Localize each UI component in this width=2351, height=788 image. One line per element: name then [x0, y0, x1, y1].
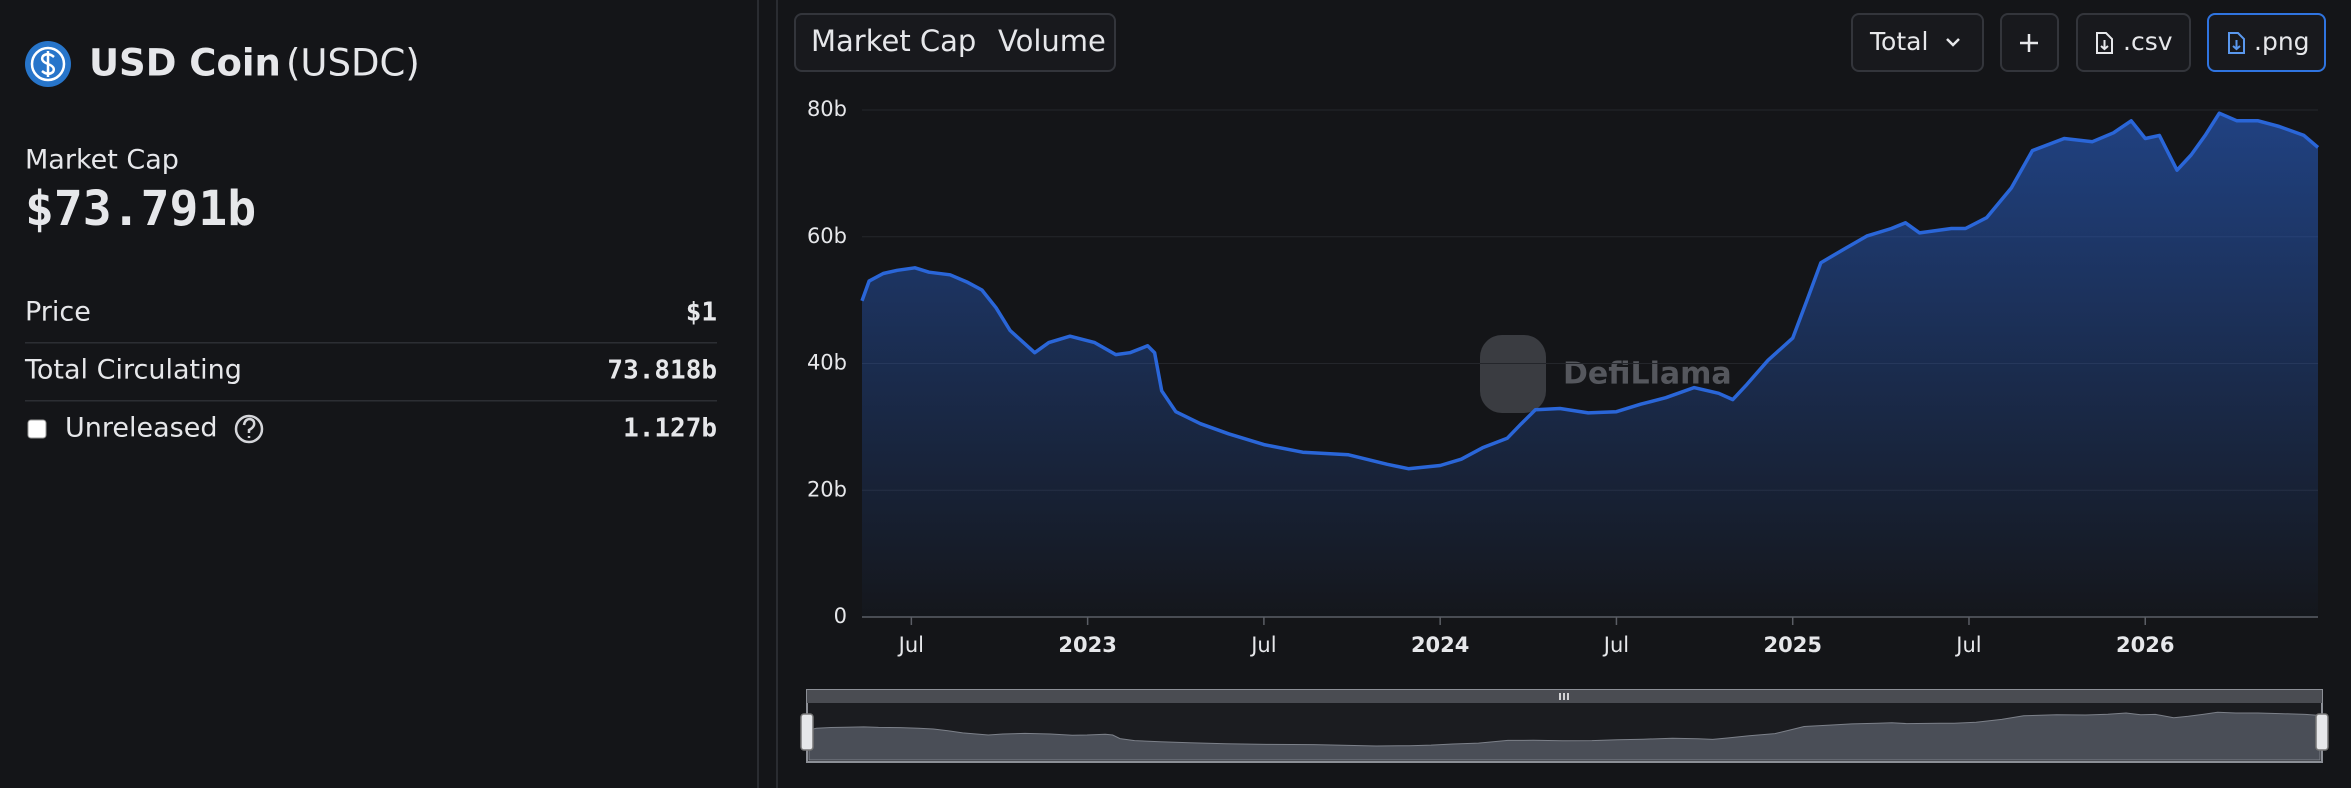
coin-name: USD Coin: [89, 42, 281, 85]
divider: [776, 0, 778, 788]
select[interactable]: [1851, 13, 1984, 72]
file-icon: [2228, 32, 2245, 54]
stat-value: 73.818b: [607, 356, 717, 386]
x-tick-label: Jul: [1249, 633, 1276, 657]
csv-button[interactable]: [2076, 13, 2191, 72]
tab[interactable]: Volume: [998, 24, 1106, 58]
select-value: Total: [1869, 27, 1928, 56]
y-tick-label: 0: [834, 604, 847, 628]
row-separator: [25, 342, 717, 344]
x-tick-label: 2025: [1763, 633, 1821, 657]
coin-ticker: (USDC): [286, 42, 420, 85]
x-tick-label: 2026: [2116, 633, 2174, 657]
y-tick-label: 80b: [807, 97, 847, 121]
stat-value: $1: [686, 298, 717, 328]
y-tick-label: 20b: [807, 477, 847, 501]
row-separator: [25, 400, 717, 402]
summary-value: $73.791b: [25, 181, 256, 237]
x-tick-label: 2023: [1058, 633, 1116, 657]
x-tick-label: 2024: [1411, 633, 1469, 657]
file-icon: [2096, 32, 2113, 54]
chevron: [1946, 38, 1960, 47]
navigator-area: [808, 711, 2321, 761]
help-icon[interactable]: [234, 414, 264, 444]
navigator-handle[interactable]: [2315, 713, 2329, 751]
x-tick-label: Jul: [897, 633, 924, 657]
watermark-logo: [1480, 335, 1546, 413]
tab-group: [794, 13, 1116, 72]
navigator-handle[interactable]: [800, 713, 814, 751]
button-label: .png: [2254, 27, 2310, 56]
divider: [757, 0, 759, 788]
summary-label: Market Cap: [25, 145, 179, 176]
line: [860, 111, 2320, 471]
x-tick-label: Jul: [1602, 633, 1629, 657]
stat-label: Unreleased: [65, 413, 217, 444]
watermark: DefiLlama: [1563, 357, 1732, 392]
tab-active[interactable]: Market Cap: [811, 24, 976, 58]
stat-label: Price: [25, 297, 91, 328]
y-tick-label: 60b: [807, 224, 847, 248]
area: [862, 113, 2318, 617]
png-button[interactable]: [2207, 13, 2326, 72]
plus-icon: [2020, 34, 2038, 52]
checkbox[interactable]: [27, 419, 47, 439]
y-tick-label: 40b: [807, 351, 847, 375]
grip: [1559, 693, 1569, 700]
x-tick-label: Jul: [1954, 633, 1981, 657]
coin-icon: [25, 41, 71, 87]
button-label: .csv: [2123, 27, 2173, 56]
stat-label: Total Circulating: [24, 355, 242, 386]
stat-value: 1.127b: [623, 414, 717, 444]
